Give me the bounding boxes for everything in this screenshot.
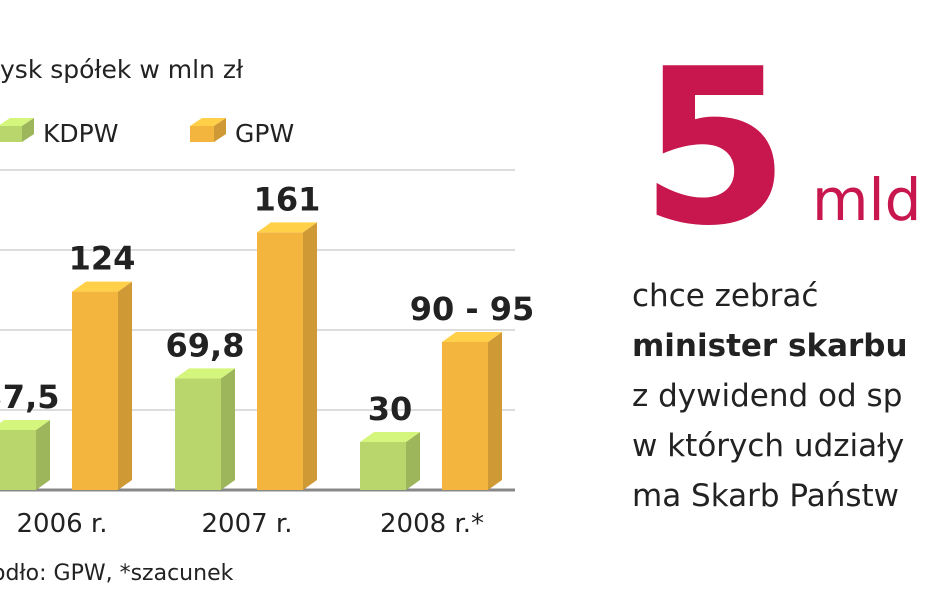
bar-front	[72, 291, 118, 490]
bar-side	[36, 420, 50, 490]
panel-line: ma Skarb Państw	[632, 478, 899, 514]
bar-top	[360, 432, 420, 442]
legend-swatch	[190, 126, 214, 142]
bar-front	[0, 430, 36, 490]
value-label: 161	[254, 180, 321, 218]
x-tick-label: 2007 r.	[202, 509, 293, 539]
value-label: 69,8	[166, 326, 245, 364]
big-number: 5	[640, 22, 790, 273]
bar-top	[175, 368, 235, 379]
big-unit: mld	[812, 166, 921, 234]
bar-side	[303, 222, 317, 490]
value-label: 124	[69, 240, 136, 278]
bar-side	[406, 432, 420, 490]
bar-side	[488, 332, 502, 490]
panel-line: w których udziały	[632, 428, 904, 464]
bar-side	[221, 368, 235, 490]
bar-top	[257, 222, 317, 233]
value-label: 90 - 95	[410, 290, 535, 328]
legend-label: GPW	[235, 119, 294, 148]
value-label: 30	[368, 390, 413, 428]
legend-swatch	[0, 118, 34, 126]
bar-top	[0, 420, 50, 430]
bar-front	[442, 342, 488, 490]
legend-swatch	[22, 118, 34, 142]
legend-swatch	[214, 118, 226, 142]
source-note: odło: GPW, *szacunek	[0, 561, 234, 586]
bar-front	[175, 378, 221, 490]
x-tick-label: 2006 r.	[17, 509, 108, 539]
bar-front	[257, 232, 303, 490]
bar-side	[118, 281, 132, 490]
bar-top	[442, 332, 502, 342]
panel-line: z dywidend od sp	[632, 378, 902, 414]
panel-line: chce zebrać	[632, 278, 818, 314]
x-tick-label: 2008 r.*	[380, 509, 484, 539]
legend-swatch	[0, 126, 22, 142]
chart-title: ysk spółek w mln zł	[0, 55, 244, 84]
panel-line: minister skarbu	[632, 328, 908, 364]
value-label: 37,5	[0, 378, 59, 416]
bar-top	[72, 281, 132, 292]
legend-label: KDPW	[43, 119, 118, 148]
bar-front	[360, 442, 406, 490]
